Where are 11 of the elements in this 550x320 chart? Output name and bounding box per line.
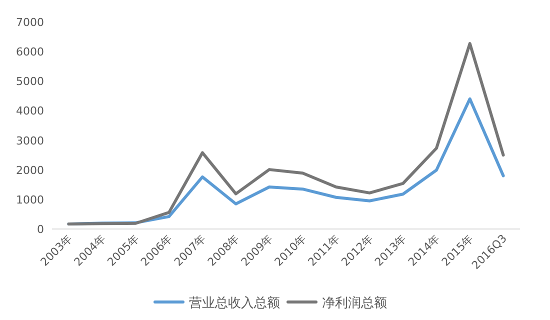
y-tick-label: 2000 — [16, 164, 44, 177]
legend-label: 净利润总额 — [322, 296, 387, 311]
y-tick-label: 3000 — [16, 134, 44, 148]
y-tick-label: 5000 — [16, 75, 44, 88]
y-tick-label: 0 — [37, 223, 44, 236]
y-tick-label: 7000 — [16, 16, 44, 29]
line-series — [67, 42, 505, 226]
y-tick-label: 6000 — [16, 46, 44, 59]
y-tick-label: 4000 — [16, 104, 44, 118]
y-tick-label: 1000 — [16, 193, 44, 206]
legend-label: 营业总收入总额 — [189, 296, 280, 311]
